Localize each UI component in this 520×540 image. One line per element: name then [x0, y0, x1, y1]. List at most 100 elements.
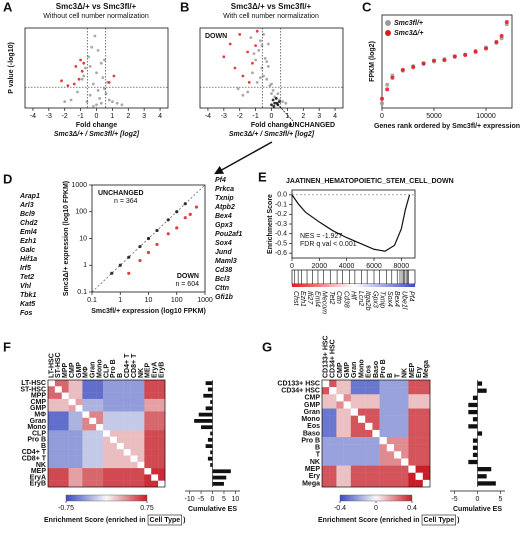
- heat-cell: [68, 468, 76, 475]
- heat-cell: [372, 422, 380, 431]
- data-point: [228, 42, 232, 46]
- heat-cell: [408, 429, 416, 438]
- heat-cell: [61, 442, 69, 450]
- heat-cell: [329, 437, 337, 445]
- diagonal-cell: [158, 480, 165, 487]
- heat-cell: [408, 415, 416, 423]
- heat-cell: [379, 387, 387, 395]
- colorbar-tick-label: 0.4: [407, 505, 417, 512]
- colorbar-tick-label: 0.75: [140, 505, 154, 512]
- heat-cell: [48, 455, 56, 463]
- heat-cell: [48, 411, 56, 418]
- chart-title: Smc3Δ/+ vs Smc3fl/+: [56, 2, 137, 11]
- diagonal-cell: [329, 387, 337, 395]
- heat-cell: [336, 458, 344, 466]
- heat-cell: [68, 474, 76, 481]
- heat-cell: [61, 436, 69, 444]
- data-point: [452, 54, 457, 59]
- heat-cell: [372, 408, 380, 416]
- gene-label: Txnip: [215, 195, 234, 202]
- heat-cell: [350, 472, 359, 481]
- x-tick-label: 3: [317, 113, 321, 120]
- diagonal-cell: [394, 451, 402, 459]
- heat-cell: [329, 451, 337, 459]
- heat-cell: [103, 474, 111, 481]
- row-label: GMP: [30, 405, 46, 412]
- data-point: [95, 71, 98, 75]
- data-point: [385, 87, 390, 92]
- heat-cell: [68, 380, 76, 387]
- heat-cell: [365, 408, 373, 416]
- data-point: [85, 100, 89, 103]
- heat-cell: [103, 405, 111, 412]
- heat-cell: [96, 405, 104, 412]
- heat-cell: [372, 394, 380, 402]
- heat-cell: [422, 387, 431, 395]
- heat-cell: [379, 422, 387, 431]
- heat-cell: [123, 436, 131, 444]
- heat-cell: [48, 474, 56, 481]
- panel-label: B: [180, 0, 189, 14]
- heat-cell: [109, 424, 118, 431]
- heat-cell: [103, 449, 111, 456]
- heat-cell: [415, 401, 423, 409]
- data-point: [255, 81, 259, 84]
- row-label: NK: [36, 462, 46, 469]
- es-bar: [468, 459, 478, 465]
- heat-cell: [116, 474, 124, 481]
- data-point: [98, 97, 102, 100]
- data-point: [88, 93, 92, 97]
- heat-cell: [394, 422, 402, 431]
- heat-cell: [103, 386, 111, 393]
- heat-cell: [137, 417, 145, 425]
- legend-label: Smc3fl/+: [394, 20, 423, 27]
- heat-cell: [137, 405, 145, 412]
- data-point: [95, 103, 98, 107]
- heat-cell: [103, 417, 111, 425]
- annotation: DOWN: [205, 33, 227, 40]
- data-point: [252, 52, 256, 55]
- y-axis-label: Smc3Δ/+ expression (log10 FPKM): [63, 181, 70, 296]
- gene-label: Chst: [292, 291, 299, 306]
- diagonal-cell: [109, 436, 117, 443]
- data-point: [463, 52, 468, 57]
- heat-cell: [109, 380, 118, 387]
- heat-cell: [116, 430, 124, 437]
- heat-cell: [75, 417, 83, 425]
- heat-cell: [116, 480, 124, 488]
- x-tick-label: 4000: [339, 263, 355, 270]
- column-label: Gran: [90, 362, 97, 378]
- heat-cell: [96, 480, 104, 488]
- heat-cell: [422, 408, 431, 416]
- heat-cell: [151, 480, 159, 488]
- heat-cell: [350, 380, 359, 388]
- heat-cell: [401, 437, 409, 445]
- diagonal-cell: [343, 401, 351, 409]
- data-point: [274, 97, 278, 100]
- heat-cell: [343, 394, 351, 402]
- bar-tick-label: 0: [476, 496, 480, 503]
- panel-arrow: [214, 141, 273, 175]
- heat-cell: [151, 449, 159, 456]
- heat-cell: [116, 449, 124, 456]
- heat-cell: [82, 430, 90, 437]
- heat-cell: [365, 437, 373, 445]
- heat-cell: [365, 465, 373, 473]
- row-label: EryB: [30, 481, 46, 488]
- heat-cell: [48, 480, 56, 488]
- y-tick-label: 100: [75, 209, 87, 216]
- heat-cell: [109, 449, 118, 456]
- heat-cell: [68, 442, 76, 450]
- x-tick-label: -2: [237, 113, 243, 120]
- heat-cell: [158, 380, 166, 387]
- annotation: UNCHANGED: [290, 122, 336, 129]
- heat-cell: [343, 408, 351, 416]
- heat-cell: [48, 386, 56, 393]
- gene-label: Atpb2: [214, 204, 235, 211]
- bar-axis-label: Cumulative ES: [453, 506, 502, 513]
- heat-cell: [350, 394, 359, 402]
- heat-cell: [103, 468, 111, 475]
- heat-cell: [336, 401, 344, 409]
- heat-cell: [82, 474, 90, 481]
- heat-cell: [386, 422, 395, 431]
